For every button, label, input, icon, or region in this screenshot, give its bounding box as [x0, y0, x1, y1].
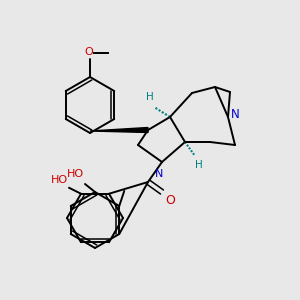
Text: O: O	[85, 47, 93, 57]
Polygon shape	[90, 128, 148, 133]
Text: H: H	[146, 92, 154, 102]
Text: O: O	[165, 194, 175, 207]
Text: H: H	[195, 160, 203, 170]
Text: N: N	[155, 169, 163, 179]
Text: HO: HO	[66, 169, 84, 179]
Text: N: N	[231, 109, 240, 122]
Text: HO: HO	[50, 175, 68, 185]
